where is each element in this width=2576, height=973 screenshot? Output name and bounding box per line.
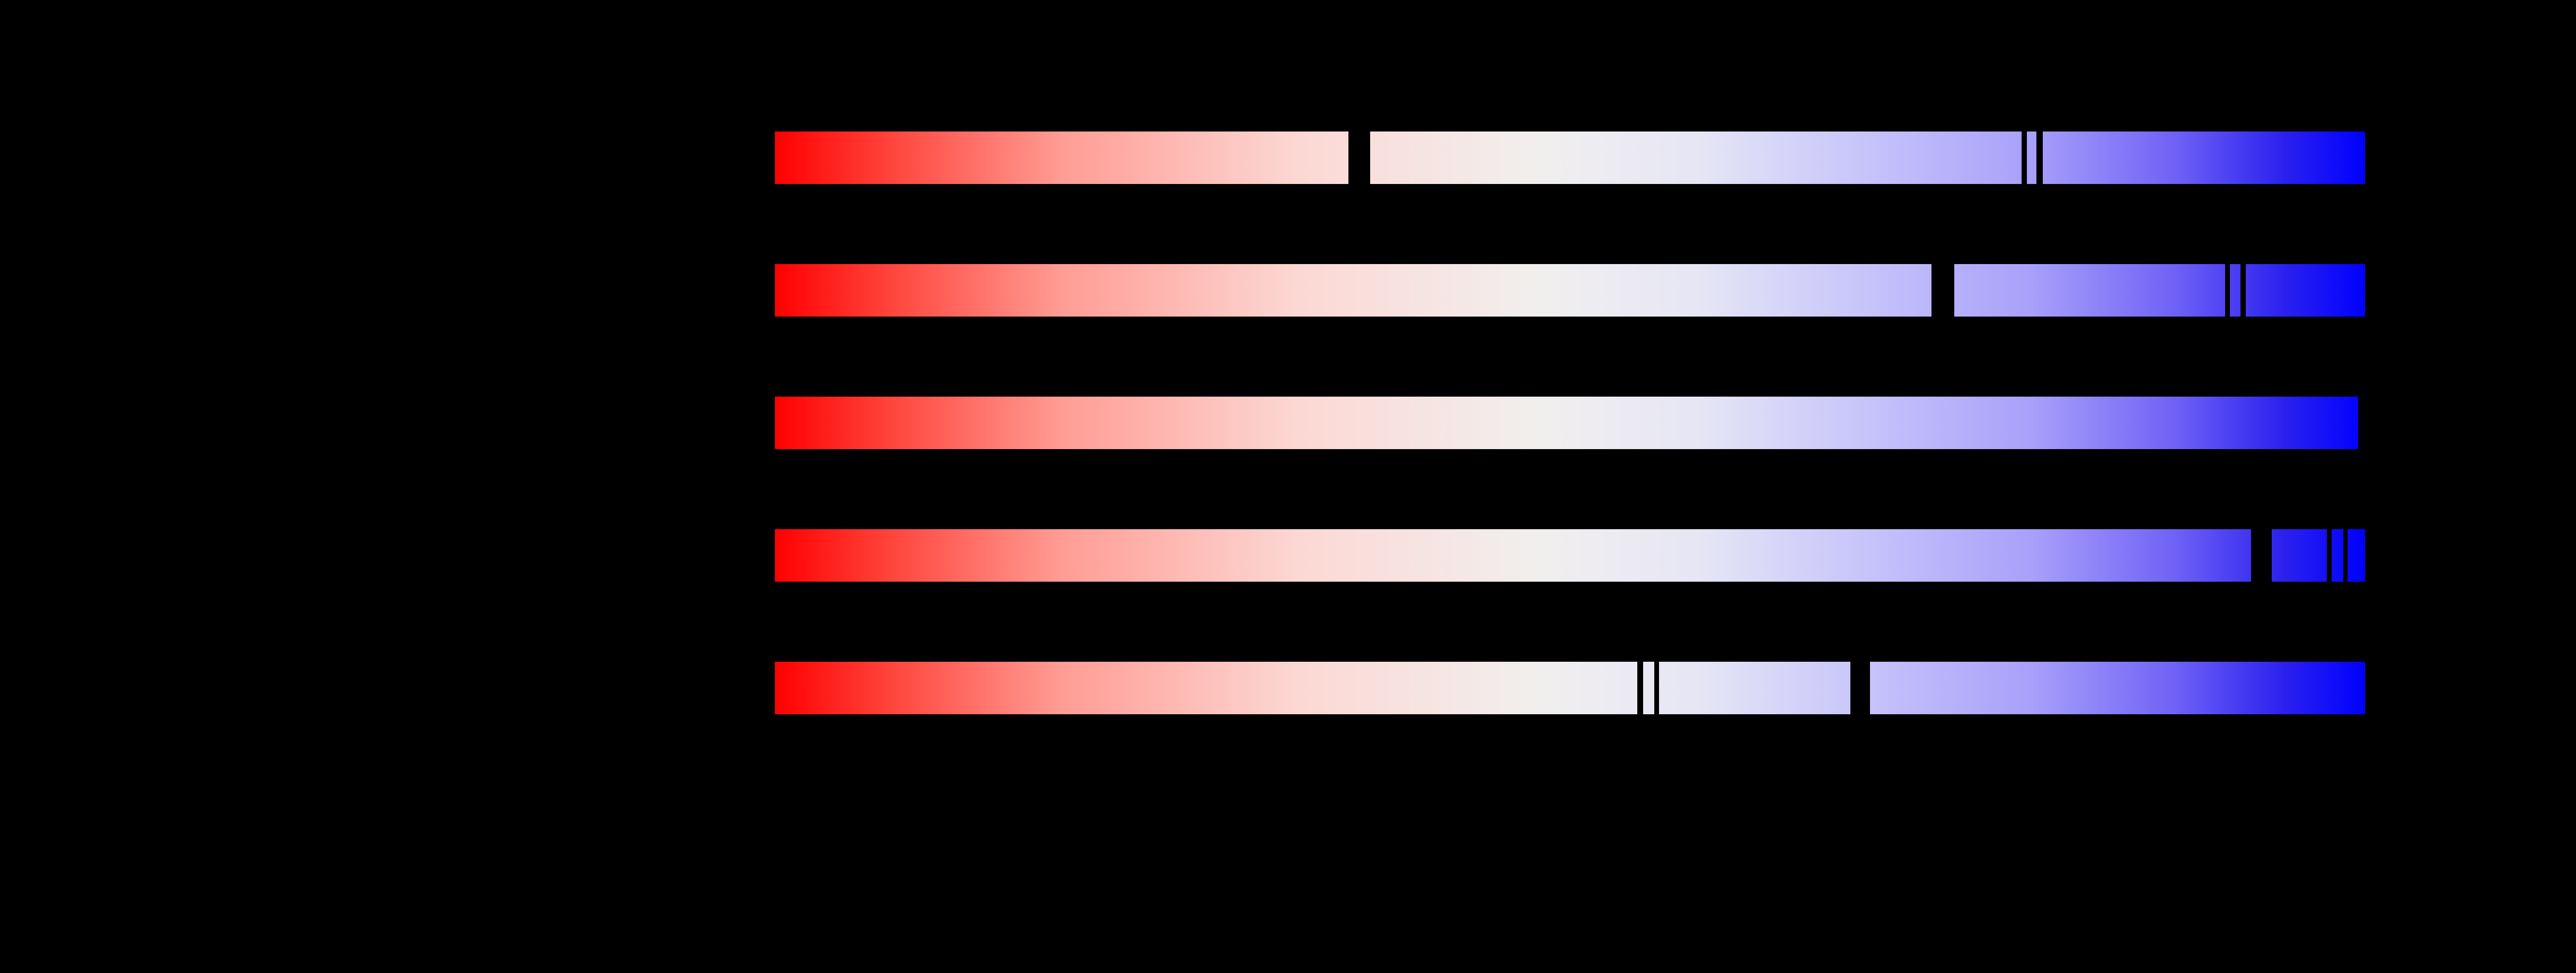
strip-segment <box>1643 662 1654 714</box>
strip-segment <box>2027 132 2036 184</box>
strip-segment <box>775 662 1637 714</box>
strip-segment <box>2246 264 2365 317</box>
strip-segment <box>1659 662 1850 714</box>
gradient-strip-row-4 <box>775 529 2365 582</box>
strip-segment <box>2230 264 2240 317</box>
strip-segment <box>2043 132 2365 184</box>
gradient-strip-row-5 <box>775 662 2365 714</box>
strip-segment <box>775 529 2251 582</box>
strip-segment <box>2272 529 2327 582</box>
strip-segment <box>1954 264 2225 317</box>
strip-segment <box>775 264 1931 317</box>
strip-segment <box>2332 529 2343 582</box>
strip-segment <box>1370 132 2022 184</box>
strip-segment <box>775 132 1348 184</box>
gradient-strip-row-3 <box>775 397 2365 449</box>
strip-segment <box>1870 662 2365 714</box>
strip-segment <box>775 397 2358 449</box>
strip-segment <box>2348 529 2365 582</box>
gradient-strip-row-2 <box>775 264 2365 317</box>
gradient-strip-row-1 <box>775 132 2365 184</box>
